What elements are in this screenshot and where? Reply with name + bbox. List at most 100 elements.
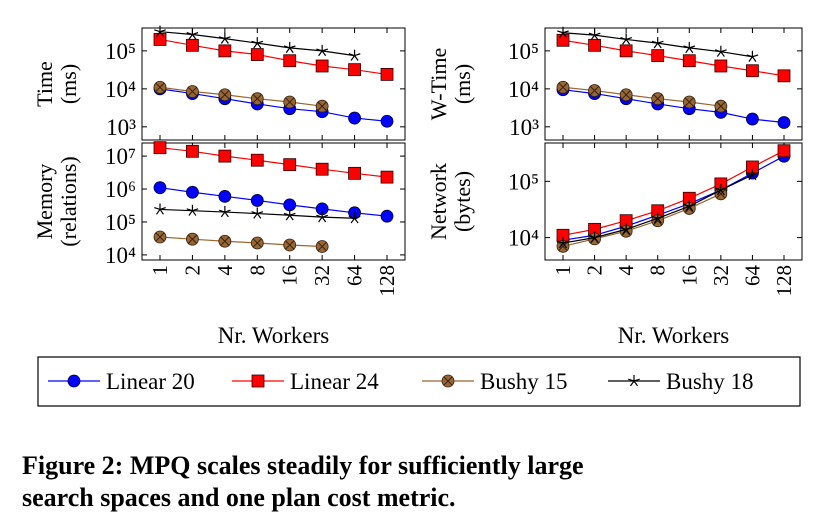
y-tick-label: 10⁴ <box>105 77 136 102</box>
marker <box>777 144 791 158</box>
y-tick-label: 10⁶ <box>105 177 136 202</box>
marker-part <box>684 97 694 107</box>
legend-label: Bushy 15 <box>480 369 568 394</box>
marker-part <box>653 94 663 104</box>
marker <box>380 209 394 223</box>
marker <box>67 374 81 388</box>
y-tick-label: 10⁴ <box>105 243 136 268</box>
marker <box>588 84 601 97</box>
series-line <box>562 86 721 107</box>
marker <box>251 207 264 219</box>
marker <box>283 209 296 221</box>
y-axis-label: (ms) <box>450 64 475 104</box>
marker <box>186 204 199 216</box>
x-tick-label: 1 <box>148 265 172 276</box>
marker <box>556 80 570 94</box>
x-tick-label: 16 <box>677 265 701 286</box>
marker <box>651 92 665 106</box>
x-tick-label: 4 <box>213 265 237 276</box>
marker-part <box>443 376 453 386</box>
marker <box>250 48 264 61</box>
marker <box>283 238 297 252</box>
marker <box>250 92 264 106</box>
marker <box>186 38 199 52</box>
marker <box>746 64 759 78</box>
y-tick-label: 10⁵ <box>508 169 539 194</box>
plot-frame <box>544 142 803 261</box>
marker <box>186 28 199 40</box>
marker <box>251 37 264 49</box>
marker <box>380 114 394 128</box>
marker-part <box>155 232 165 242</box>
x-tick-label: 32 <box>709 265 733 286</box>
marker <box>557 26 569 38</box>
marker <box>348 49 361 61</box>
marker <box>218 149 232 163</box>
legend-label: Linear 20 <box>106 369 195 394</box>
marker <box>683 41 696 54</box>
y-tick-label: 10³ <box>509 115 539 140</box>
marker <box>380 170 394 184</box>
x-tick-label: 32 <box>310 265 334 286</box>
marker <box>218 44 232 58</box>
marker <box>153 141 167 155</box>
plot-frame <box>544 27 803 141</box>
marker-part <box>220 236 230 246</box>
marker <box>218 206 231 218</box>
marker-part <box>285 97 295 107</box>
marker <box>218 88 232 102</box>
marker <box>746 112 759 126</box>
marker-part <box>317 241 327 252</box>
marker <box>218 234 232 248</box>
marker <box>714 184 727 196</box>
marker <box>714 99 728 113</box>
marker-part <box>621 90 631 100</box>
marker-part <box>716 101 726 111</box>
marker <box>588 38 601 52</box>
marker <box>348 166 361 180</box>
x-tick-label: 128 <box>375 265 399 297</box>
marker-part <box>187 86 197 97</box>
marker-part <box>317 101 327 111</box>
x-tick-label: 128 <box>772 265 796 297</box>
y-axis-label: Time <box>32 61 57 107</box>
marker <box>315 240 329 253</box>
marker <box>186 144 199 158</box>
y-tick-label: 10⁵ <box>105 39 136 64</box>
x-tick-label: 1 <box>551 265 575 276</box>
marker <box>348 63 361 77</box>
marker <box>651 49 665 63</box>
marker <box>316 211 329 223</box>
marker <box>588 231 601 243</box>
series-line <box>159 86 323 107</box>
x-tick-label: 8 <box>245 265 269 276</box>
caption-line: Figure 2: MPQ scales steadily for suffic… <box>22 451 584 480</box>
x-tick-label: 2 <box>180 265 204 276</box>
marker <box>315 99 329 113</box>
y-tick-label: 10⁵ <box>105 210 136 235</box>
y-axis-label: (relations) <box>56 156 81 246</box>
marker <box>746 50 759 62</box>
marker <box>619 88 633 102</box>
marker <box>628 375 640 387</box>
marker <box>620 33 633 45</box>
marker <box>153 230 167 244</box>
y-axis-label: (ms) <box>56 64 81 104</box>
y-axis-label: (bytes) <box>450 171 475 232</box>
marker <box>186 232 199 246</box>
marker-part <box>558 241 568 251</box>
marker-part <box>590 86 600 96</box>
y-tick-label: 10⁵ <box>508 39 539 64</box>
marker <box>714 59 728 73</box>
legend-box <box>37 356 801 407</box>
marker-part <box>220 90 230 100</box>
series-line <box>159 236 323 248</box>
marker <box>153 33 167 46</box>
marker <box>315 59 329 73</box>
marker-part <box>252 238 262 248</box>
legend-label: Bushy 18 <box>666 369 754 394</box>
marker <box>154 25 166 37</box>
marker <box>682 95 696 109</box>
plot-frame <box>141 27 406 141</box>
marker <box>250 194 264 207</box>
